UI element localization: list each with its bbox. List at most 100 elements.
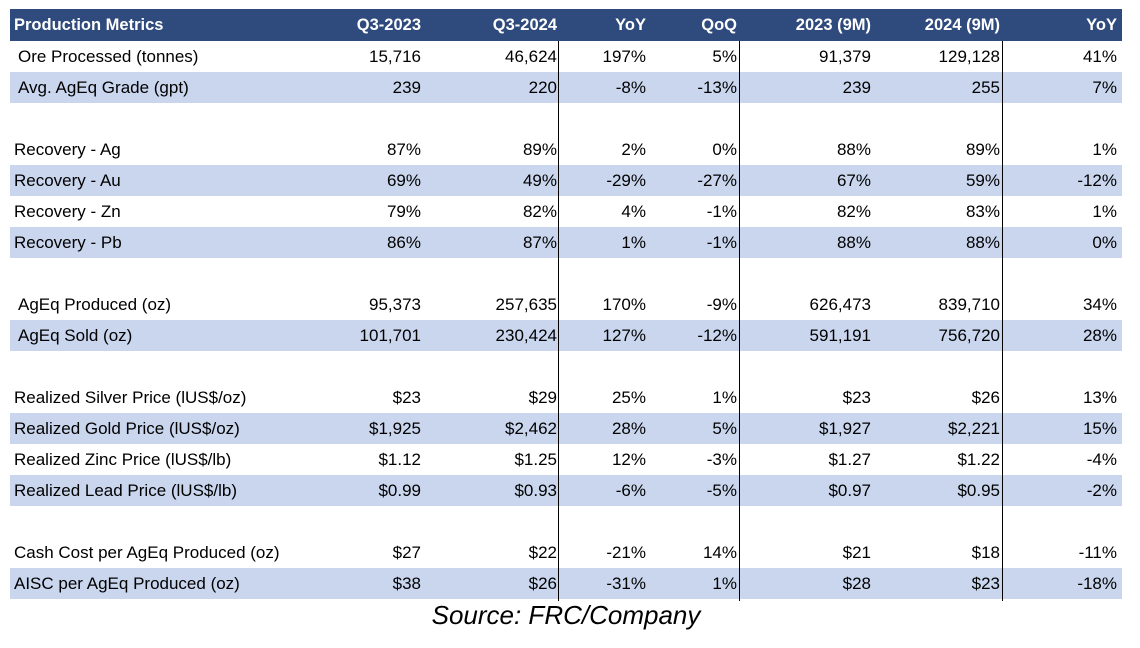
spacer-row (10, 103, 1122, 134)
table-cell: 34% (1082, 294, 1117, 314)
table-cell: 95,373 (369, 294, 421, 314)
table-cell: -8% (615, 77, 646, 97)
column-divider (1002, 41, 1003, 601)
table-cell: $1.22 (957, 449, 1000, 469)
table-cell: -3% (706, 449, 737, 469)
table-cell: -29% (606, 170, 646, 190)
table-cell: 13% (1082, 387, 1117, 407)
table-cell: -21% (606, 542, 646, 562)
table-cell: 1% (1092, 139, 1117, 159)
table-cell: 83% (965, 201, 1000, 221)
table-cell: 7% (1092, 77, 1117, 97)
table-row: Ore Processed (tonnes) 15,716 46,624 197… (10, 41, 1122, 72)
table-cell: $26 (971, 387, 1000, 407)
table-cell: 170% (602, 294, 646, 314)
table-cell: 91,379 (819, 46, 871, 66)
row-label: AgEq Sold (oz) (18, 325, 133, 345)
header-cell: QoQ (701, 15, 737, 34)
table-row: Avg. AgEq Grade (gpt) 239 220 -8% -13% 2… (10, 72, 1122, 103)
table-cell: 12% (611, 449, 646, 469)
table-cell: 839,710 (938, 294, 1000, 314)
table-cell: 239 (842, 77, 871, 97)
source-caption: Source: FRC/Company (431, 600, 701, 630)
table-cell: 87% (386, 139, 421, 159)
table-row: Recovery - Ag 87% 89% 2% 0% 88% 89% 1% (10, 134, 1122, 165)
table-cell: -9% (706, 294, 737, 314)
table-cell: 1% (712, 573, 737, 593)
table-cell: -5% (706, 480, 737, 500)
table-cell: 257,635 (495, 294, 557, 314)
table-cell: 0% (712, 139, 737, 159)
row-label: Realized Gold Price (lUS$/oz) (14, 418, 240, 438)
column-divider (739, 41, 740, 601)
table-row: AISC per AgEq Produced (oz) $38 $26 -31%… (10, 568, 1122, 599)
table-cell: 25% (611, 387, 646, 407)
table-cell: 626,473 (809, 294, 871, 314)
table-cell: $1,927 (819, 418, 871, 438)
row-label: Recovery - Ag (14, 139, 121, 159)
header-cell: Q3-2024 (492, 15, 557, 34)
table-cell: $18 (971, 542, 1000, 562)
table-row: AgEq Sold (oz) 101,701 230,424 127% -12%… (10, 320, 1122, 351)
table-cell: 5% (712, 418, 737, 438)
table-cell: 49% (522, 170, 557, 190)
table-cell: -4% (1086, 449, 1117, 469)
table-cell: $21 (842, 542, 871, 562)
table-cell: $23 (392, 387, 421, 407)
table-cell: $23 (842, 387, 871, 407)
table-cell: 5% (712, 46, 737, 66)
table-cell: $1.25 (514, 449, 557, 469)
table-cell: 89% (522, 139, 557, 159)
table-cell: -12% (1077, 170, 1117, 190)
row-label: Recovery - Pb (14, 232, 122, 252)
table-row: Recovery - Au 69% 49% -29% -27% 67% 59% … (10, 165, 1122, 196)
table-cell: 28% (611, 418, 646, 438)
table-cell: 220 (528, 77, 557, 97)
table-cell: $22 (528, 542, 557, 562)
table-cell: 46,624 (505, 46, 557, 66)
table-cell: $26 (528, 573, 557, 593)
table-cell: -18% (1077, 573, 1117, 593)
table-cell: 1% (621, 232, 646, 252)
table-row: Realized Lead Price (lUS$/lb) $0.99 $0.9… (10, 475, 1122, 506)
table-cell: -31% (606, 573, 646, 593)
table-row: Realized Zinc Price (lUS$/lb) $1.12 $1.2… (10, 444, 1122, 475)
table-row: Realized Gold Price (lUS$/oz) $1,925 $2,… (10, 413, 1122, 444)
row-label: Realized Silver Price (lUS$/oz) (14, 387, 247, 407)
table-cell: 129,128 (938, 46, 1000, 66)
table-cell: $2,221 (948, 418, 1000, 438)
header-cell: 2024 (9M) (924, 15, 1000, 34)
table-cell: $29 (528, 387, 557, 407)
table-cell: $1,925 (369, 418, 421, 438)
row-label: Cash Cost per AgEq Produced (oz) (14, 542, 280, 562)
table-cell: $1.12 (378, 449, 421, 469)
table-cell: 87% (522, 232, 557, 252)
table-row: Recovery - Pb 86% 87% 1% -1% 88% 88% 0% (10, 227, 1122, 258)
table-cell: 88% (836, 232, 871, 252)
table-cell: 2% (621, 139, 646, 159)
spacer-row (10, 506, 1122, 537)
table-row: AgEq Produced (oz) 95,373 257,635 170% -… (10, 289, 1122, 320)
table-cell: $0.95 (957, 480, 1000, 500)
table-cell: 101,701 (359, 325, 421, 345)
table-row: Realized Silver Price (lUS$/oz) $23 $29 … (10, 382, 1122, 413)
table-cell: 59% (965, 170, 1000, 190)
table-cell: -1% (706, 201, 737, 221)
table-row: Cash Cost per AgEq Produced (oz) $27 $22… (10, 537, 1122, 568)
table-cell: -12% (697, 325, 737, 345)
table-cell: -13% (697, 77, 737, 97)
header-cell: Q3-2023 (356, 15, 421, 34)
row-label: Recovery - Au (14, 170, 121, 190)
table-cell: 28% (1082, 325, 1117, 345)
table-cell: -11% (1078, 542, 1117, 562)
header-cell: Production Metrics (14, 15, 164, 34)
table-cell: -2% (1086, 480, 1117, 500)
production-metrics-table: Production Metrics Q3-2023 Q3-2024 YoY Q… (10, 9, 1122, 599)
column-divider (558, 41, 559, 601)
table-cell: $0.97 (828, 480, 871, 500)
table-cell: 197% (602, 46, 646, 66)
table-cell: $28 (842, 573, 871, 593)
table-cell: 0% (1092, 232, 1117, 252)
row-label: Avg. AgEq Grade (gpt) (18, 77, 189, 97)
row-label: AgEq Produced (oz) (18, 294, 172, 314)
